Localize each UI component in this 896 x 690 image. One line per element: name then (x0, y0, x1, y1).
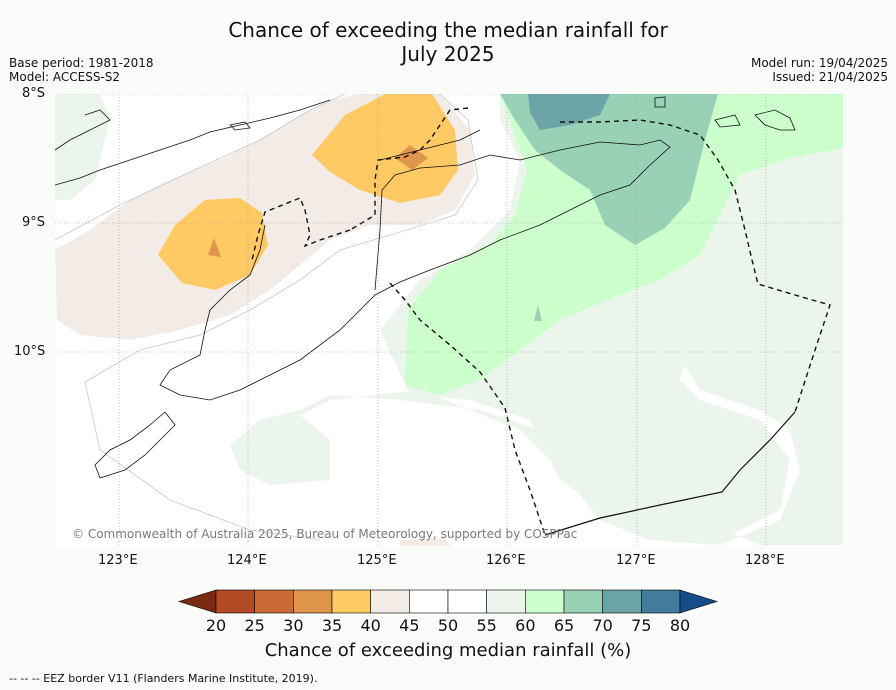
islands-north (55, 96, 796, 151)
colorbar-tick-label: 65 (553, 616, 575, 635)
colorbar-tick-label: 20 (205, 616, 227, 635)
copyright-text: © Commonwealth of Australia 2025, Bureau… (72, 527, 577, 541)
colorbar-label: Chance of exceeding median rainfall (%) (264, 640, 632, 661)
colorbar-tick-label: 35 (321, 616, 343, 635)
eez-border-south (544, 411, 796, 536)
region-65-70-dot (534, 305, 542, 321)
contour-lines (55, 94, 479, 541)
region-60-65 (405, 94, 843, 395)
region-70-75 (528, 94, 610, 130)
colorbar-tick-label: 40 (360, 616, 381, 635)
lon-label-123e: 123°E (98, 553, 138, 568)
region-65-70 (500, 94, 718, 245)
colorbar-tick-label: 60 (515, 616, 536, 635)
coastline-timor (55, 99, 671, 479)
lon-label-127e: 127°E (616, 553, 656, 568)
lat-label-9s: 9°S (22, 215, 46, 230)
lat-label-8s: 8°S (22, 86, 46, 101)
colorbar-segment (602, 589, 642, 614)
colorbar-segment (447, 589, 487, 614)
colorbar-tick-label: 75 (631, 616, 652, 635)
region-40-45-s (400, 538, 450, 546)
model-run: Model run: 19/04/2025 (750, 56, 888, 70)
meta-left: Base period: 1981-2018 Model: ACCESS-S2 (9, 56, 154, 84)
colorbar-tick-label: 70 (592, 616, 613, 635)
issued-date: Issued: 21/04/2025 (772, 70, 888, 84)
gridlines (55, 94, 843, 546)
region-30-35-b (208, 238, 221, 257)
colorbar-segment (293, 589, 333, 614)
eez-footnote: -- -- -- EEZ border V11 (Flanders Marine… (9, 672, 318, 685)
lon-label-125e: 125°E (357, 553, 397, 568)
colorbar (177, 589, 719, 614)
colorbar-arrow-high (679, 589, 719, 614)
title-line-2: July 2025 (401, 42, 495, 66)
colorbar-segment (254, 589, 294, 614)
colorbar-segment (563, 589, 603, 614)
region-55-60-b (380, 94, 843, 540)
meta-right: Model run: 19/04/2025 Issued: 21/04/2025 (751, 56, 888, 84)
colorbar-tick-label: 50 (437, 616, 459, 635)
map-area: © Commonwealth of Australia 2025, Bureau… (55, 94, 843, 546)
colorbar-tick-label: 55 (476, 616, 497, 635)
region-35-40-a (312, 94, 458, 203)
lon-label-126e: 126°E (486, 553, 526, 568)
colorbar-segment (409, 589, 449, 614)
base-period: Base period: 1981-2018 (9, 56, 154, 70)
eez-border (251, 107, 831, 536)
lon-label-128e: 128°E (745, 553, 785, 568)
colorbar-tick-label: 30 (283, 616, 304, 635)
chart-title: Chance of exceeding the median rainfall … (0, 18, 896, 66)
colorbar-arrow-low (177, 589, 217, 614)
region-30-35-a (395, 145, 428, 170)
region-60-65-nw (55, 94, 110, 200)
colorbar-tick-label: 80 (669, 616, 691, 635)
lat-label-10s: 10°S (14, 344, 46, 359)
model-name: Model: ACCESS-S2 (9, 70, 121, 84)
region-55-60 (230, 94, 843, 545)
title-line-1: Chance of exceeding the median rainfall … (228, 18, 668, 42)
colorbar-segment (486, 589, 526, 614)
colorbar-segment (370, 589, 410, 614)
lon-label-124e: 124°E (227, 553, 267, 568)
colorbar-tick-label: 25 (244, 616, 265, 635)
colorbar-segment (641, 589, 681, 614)
colorbar-segment (525, 589, 565, 614)
colorbar-segment (215, 589, 255, 614)
colorbar-segment (331, 589, 371, 614)
colorbar-tick-label: 45 (399, 616, 420, 635)
